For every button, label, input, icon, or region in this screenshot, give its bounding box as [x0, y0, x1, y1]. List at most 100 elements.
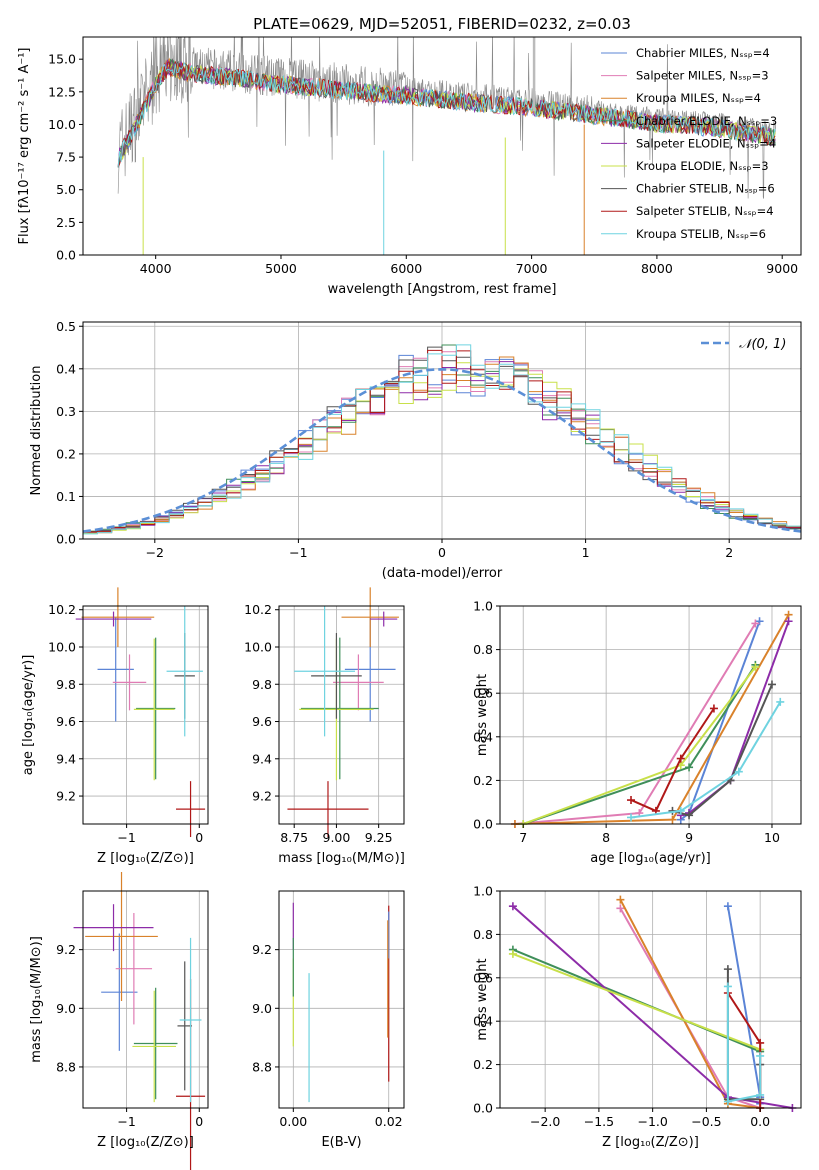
panel-weight-Z: −2.0 −1.5 −1.0 −0.5 0.0 0.0 0.2 0.4 0.6 0.8 1.0 Z […	[473, 884, 802, 1150]
series-line-9	[630, 701, 782, 819]
series-marker	[756, 1090, 765, 1099]
y-axis-label: mass [log₁₀(M/M⊙)]	[29, 936, 44, 1063]
series-marker	[685, 811, 694, 820]
panel-spectrum: 4000 5000 6000 7000 8000 9000 0.0 2.5 5.0 7.5 10.0…	[17, 15, 802, 297]
histogram-6	[83, 362, 801, 536]
legend-entry: Kroupa ELODIE, Nₛₛₚ=3	[636, 159, 769, 173]
x-tick-label: 10	[764, 830, 780, 845]
histogram-9	[83, 344, 801, 536]
series-marker	[508, 949, 517, 958]
y-tick-label: 9.4	[56, 751, 76, 766]
series-marker	[627, 796, 636, 805]
series-line-6	[512, 952, 761, 1051]
panel-mass-ebv: 0.00 0.02 8.8 9.0 9.2 E(B-V)	[252, 890, 405, 1150]
plot-area	[287, 587, 399, 838]
plot-area	[73, 871, 206, 1170]
y-tick-label: 9.6	[252, 714, 272, 729]
y-tick-label: 12.5	[48, 84, 76, 99]
series-marker	[676, 754, 685, 763]
axes-frame	[82, 890, 209, 1109]
series-marker	[767, 680, 776, 689]
y-tick-label: 9.2	[56, 789, 76, 804]
y-tick-label: 8.8	[56, 1059, 76, 1074]
series-line-8	[630, 707, 715, 813]
y-tick-label: 1.0	[473, 884, 493, 899]
panel-weight-age: 7 8 9 10 0.0 0.2 0.4 0.6 0.8 1.0 age [log₁₀(age/yr…	[473, 599, 802, 866]
y-tick-label: 0.0	[56, 248, 76, 263]
x-tick-label: −1.0	[637, 1114, 667, 1129]
y-tick-label: 0.4	[56, 361, 76, 376]
series-marker	[723, 1097, 732, 1106]
series-marker	[751, 663, 760, 672]
x-axis-label: age [log₁₀(age/yr)]	[590, 851, 711, 866]
series-line-2	[514, 622, 757, 825]
x-tick-label: 8000	[641, 261, 673, 276]
y-tick-label: 7.5	[56, 150, 76, 165]
legend-entry: Salpeter ELODIE, Nₛₛₚ=4	[636, 136, 776, 150]
x-tick-label: 0	[438, 545, 446, 560]
x-tick-label: 0.0	[750, 1114, 770, 1129]
y-tick-label: 0.2	[473, 1057, 493, 1072]
series-marker	[756, 1038, 765, 1047]
y-tick-label: 9.6	[56, 714, 76, 729]
x-axis-label: Z [log₁₀(Z/Z⊙)]	[97, 851, 194, 866]
y-tick-label: 0.4	[473, 729, 493, 744]
plot-area	[83, 344, 801, 536]
y-tick-label: 0.3	[56, 404, 76, 419]
y-tick-label: 10.2	[48, 602, 76, 617]
plot-area	[292, 902, 390, 1103]
series-marker	[756, 1051, 765, 1060]
panel-age-Z: −1 0 9.2 9.4 9.6 9.8 10.0 10.2 Z [log₁₀(Z/Z⊙)] ag…	[21, 587, 209, 866]
series-marker	[709, 704, 718, 713]
y-axis-label: Flux [fλ10⁻¹⁷ erg cm⁻² s⁻¹ A⁻¹]	[17, 48, 32, 245]
y-tick-label: 0.2	[473, 773, 493, 788]
plot-area	[510, 610, 793, 828]
panel-mass-Z: −1 0 8.8 9.0 9.2 Z [log₁₀(Z/Z⊙)] mass [log₁₀(M…	[29, 871, 209, 1170]
y-tick-label: 0.6	[473, 970, 493, 985]
x-tick-label: −1	[289, 545, 307, 560]
series-marker	[784, 617, 793, 626]
x-tick-label: 2	[725, 545, 733, 560]
x-tick-label: 0.02	[375, 1114, 403, 1129]
x-tick-label: 8.75	[280, 830, 308, 845]
legend-entry: Kroupa MILES, Nₛₛₚ=4	[636, 91, 761, 105]
x-tick-label: 0	[195, 1114, 203, 1129]
x-tick-label: 0	[195, 830, 203, 845]
y-tick-label: 0.1	[56, 489, 76, 504]
axes-frame	[278, 890, 405, 1109]
legend-entry: Kroupa STELIB, Nₛₛₚ=6	[636, 227, 766, 241]
legend-entry: Salpeter STELIB, Nₛₛₚ=4	[636, 204, 774, 218]
x-axis-label: wavelength [Angstrom, rest frame]	[328, 282, 557, 297]
series-marker	[627, 813, 636, 822]
x-tick-label: 5000	[265, 261, 297, 276]
series-marker	[723, 965, 732, 974]
x-tick-label: 7000	[516, 261, 548, 276]
legend-entry: Chabrier MILES, Nₛₛₚ=4	[636, 46, 770, 60]
y-tick-label: 0.8	[473, 642, 493, 657]
y-tick-label: 15.0	[48, 52, 76, 67]
x-tick-label: −0.5	[691, 1114, 721, 1129]
y-axis-label: mass weight	[475, 958, 490, 1040]
legend-entry: Chabrier ELODIE, Nₛₛₚ=3	[636, 114, 777, 128]
y-tick-label: 0.0	[56, 532, 76, 547]
y-tick-label: 9.0	[56, 1001, 76, 1016]
series-line-1	[726, 906, 762, 1104]
y-tick-label: 10.0	[244, 639, 272, 654]
x-tick-label: −1.5	[584, 1114, 614, 1129]
x-tick-label: 1	[582, 545, 590, 560]
series-line-6	[522, 666, 757, 825]
y-tick-label: 10.0	[48, 117, 76, 132]
x-tick-label: −2	[146, 545, 164, 560]
x-tick-label: 4000	[140, 261, 172, 276]
plot-area	[117, 37, 776, 255]
y-tick-label: 0.6	[473, 686, 493, 701]
panel-residuals: −2 −1 0 1 2 0.0 0.1 0.2 0.3 0.4 0.5 (data-model)/er…	[29, 319, 802, 581]
y-tick-label: 8.8	[252, 1059, 272, 1074]
series-marker	[723, 902, 732, 911]
chart-title: PLATE=0629, MJD=52051, FIBERID=0232, z=0…	[253, 15, 631, 33]
x-tick-label: 0.00	[279, 1114, 307, 1129]
y-tick-label: 9.2	[252, 789, 272, 804]
x-axis-label: (data-model)/error	[382, 566, 503, 581]
axes-frame	[82, 605, 209, 825]
x-axis-label: E(B-V)	[321, 1135, 361, 1150]
